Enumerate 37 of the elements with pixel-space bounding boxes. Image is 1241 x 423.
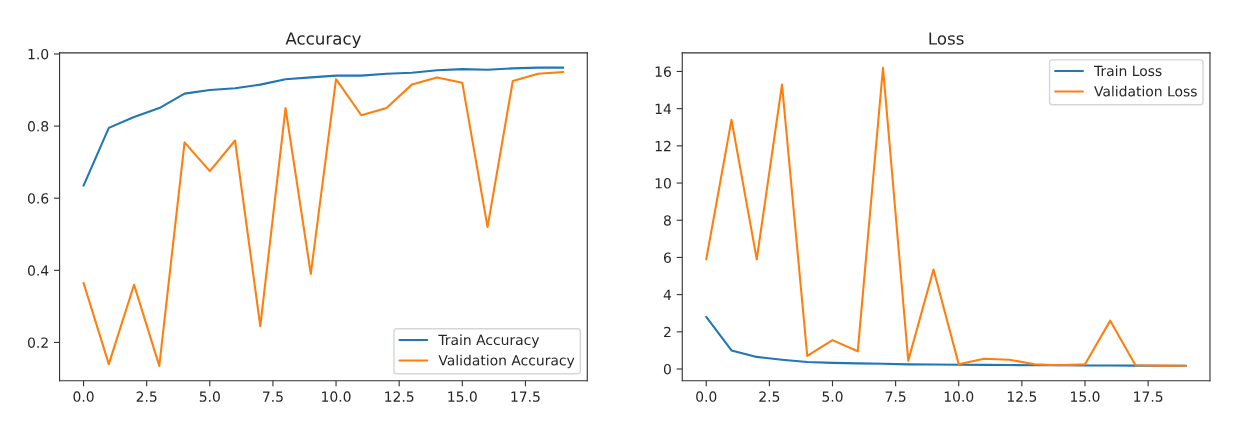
y-tick-label: 4 <box>663 289 672 300</box>
x-tick-label: 0.0 <box>73 391 94 402</box>
y-tick-label: 14 <box>655 103 672 114</box>
x-tick-label: 7.5 <box>263 391 283 402</box>
y-tick-label: 0 <box>663 363 671 375</box>
y-tick-label: 0.8 <box>27 121 49 132</box>
y-tick-label: 2 <box>664 326 671 338</box>
y-tick-label: 8 <box>663 215 671 226</box>
legend-label: Train Accuracy <box>438 334 540 348</box>
x-tick-label: 2.5 <box>136 391 157 402</box>
x-tick-label: 10.0 <box>944 391 974 402</box>
legend-label: Train Loss <box>1093 65 1162 77</box>
legend-label: Validation Loss <box>1094 85 1197 97</box>
y-tick-label: 6 <box>663 252 671 263</box>
x-tick-label: 0.0 <box>696 391 717 402</box>
x-tick-label: 2.5 <box>759 391 780 402</box>
x-tick-label: 10.0 <box>322 391 351 402</box>
line-series <box>82 66 565 187</box>
y-tick-label: 1.0 <box>28 48 49 60</box>
x-tick-label: 17.5 <box>511 391 540 402</box>
y-tick-label: 0.6 <box>27 193 49 204</box>
x-tick-label: 12.5 <box>1007 391 1037 402</box>
x-tick-label: 5.0 <box>822 391 843 402</box>
y-tick-label: 10 <box>655 178 671 189</box>
x-tick-label: 15.0 <box>448 391 477 402</box>
y-tick-label: 16 <box>655 66 671 77</box>
legend-label: Validation Accuracy <box>438 354 575 369</box>
y-tick-label: 0.4 <box>27 265 49 276</box>
x-tick-label: 17.5 <box>1134 391 1163 402</box>
y-tick-label: 12 <box>655 140 671 152</box>
x-tick-label: 12.5 <box>385 391 414 402</box>
chart-title: Accuracy <box>285 32 361 49</box>
x-tick-label: 5.0 <box>199 391 220 402</box>
y-tick-label: 0.2 <box>27 337 48 348</box>
chart-title: Loss <box>929 32 964 45</box>
x-tick-label: 15.0 <box>1071 391 1100 402</box>
x-tick-label: 7.5 <box>885 391 906 402</box>
